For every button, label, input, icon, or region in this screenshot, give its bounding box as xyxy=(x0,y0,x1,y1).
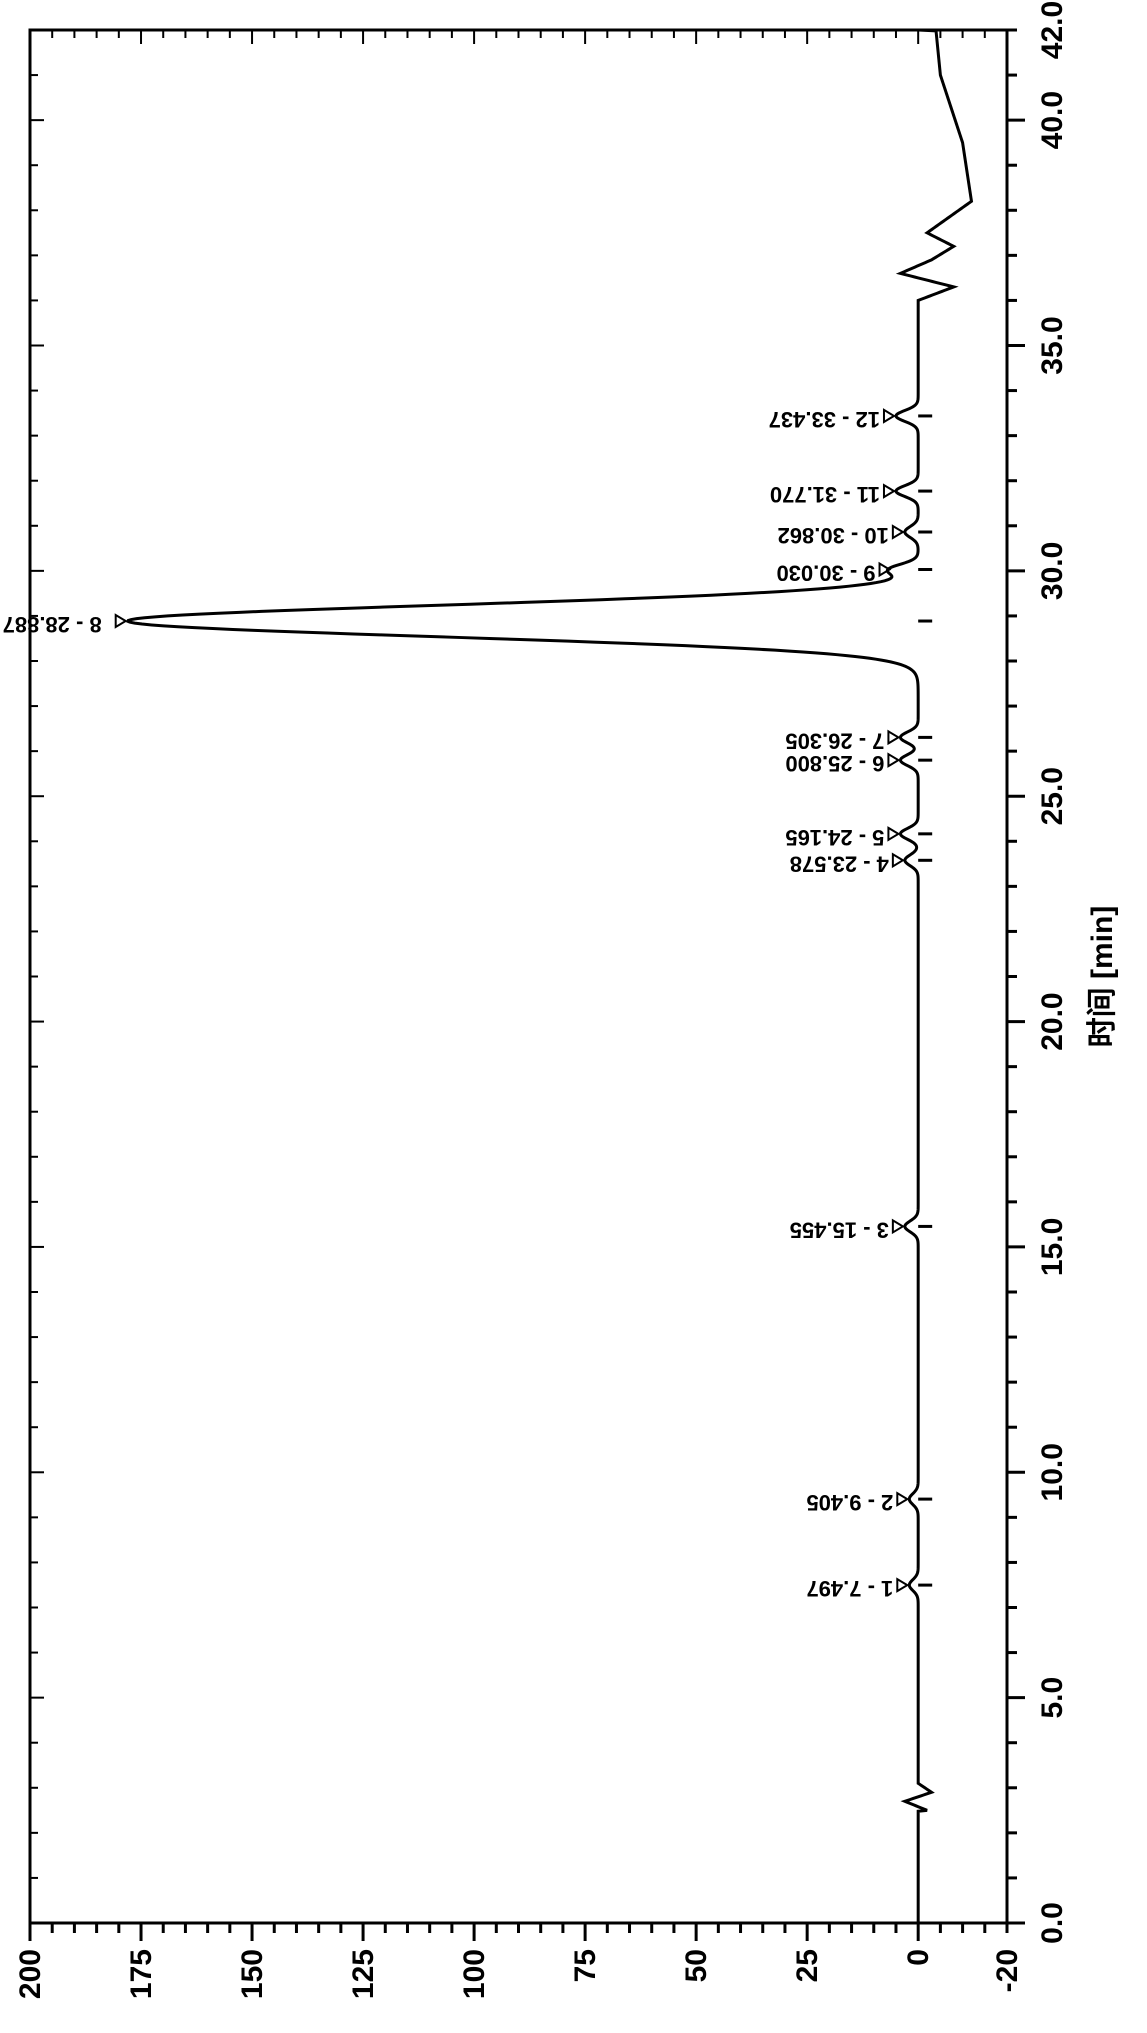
x-axis-label: 时间 [min] xyxy=(1086,906,1119,1048)
peak-apex-icon xyxy=(893,1220,903,1232)
peak-label-group: 6 - 25.800 xyxy=(785,751,884,776)
y-tick-label: 175 xyxy=(125,1949,158,1999)
peak-label: 8 - 28.887 xyxy=(3,612,102,637)
x-tick-label: 35.0 xyxy=(1036,316,1069,374)
y-tick-label: 150 xyxy=(236,1949,269,1999)
peak-label-group: 8 - 28.887 xyxy=(3,612,102,637)
peak-label: 2 - 9.405 xyxy=(806,1490,893,1515)
peak-apex-icon xyxy=(884,485,894,497)
peak-label-group: 4 - 23.578 xyxy=(790,851,889,876)
peak-apex-icon xyxy=(888,828,898,840)
peak-apex-icon xyxy=(888,754,898,766)
peak-label-group: 3 - 15.455 xyxy=(790,1217,889,1242)
y-tick-label: 125 xyxy=(347,1949,380,1999)
peak-apex-icon xyxy=(888,731,898,743)
x-tick-label: 0.0 xyxy=(1036,1902,1069,1944)
peak-label-group: 1 - 7.497 xyxy=(806,1576,893,1601)
x-tick-label: 40.0 xyxy=(1036,91,1069,149)
peak-label: 5 - 24.165 xyxy=(785,825,884,850)
x-tick-label: 42.0 xyxy=(1036,1,1069,59)
peak-label: 4 - 23.578 xyxy=(790,851,889,876)
chromatogram-svg: 0.0 5.0 10.0 15.0 20.0 25.0 30.0 35.0 40.0 42.0 时间… xyxy=(0,0,1147,2033)
x-tick-label: 15.0 xyxy=(1036,1218,1069,1276)
peak-label: 9 - 30.030 xyxy=(776,561,875,586)
peak-label: 7 - 26.305 xyxy=(785,728,884,753)
plot-border xyxy=(30,30,1007,1923)
x-tick-label: 10.0 xyxy=(1036,1443,1069,1501)
peak-label-group: 10 - 30.862 xyxy=(778,523,889,548)
y-tick-label: 25 xyxy=(791,1949,824,1982)
peak-apex-icon xyxy=(897,1493,907,1505)
peak-label: 12 - 33.437 xyxy=(769,407,880,432)
peak-label-group: 9 - 30.030 xyxy=(776,561,875,586)
peak-label: 1 - 7.497 xyxy=(806,1576,893,1601)
y-tick-label: 0 xyxy=(902,1949,935,1966)
peak-label-group: 7 - 26.305 xyxy=(785,728,884,753)
x-tick-label: 20.0 xyxy=(1036,992,1069,1050)
peak-apex-icon xyxy=(884,410,894,422)
peak-label: 6 - 25.800 xyxy=(785,751,884,776)
x-tick-label: 25.0 xyxy=(1036,767,1069,825)
y-tick-label: 75 xyxy=(569,1949,602,1982)
peak-apex-icon xyxy=(893,854,903,866)
y-tick-label: 100 xyxy=(458,1949,491,1999)
y-tick-label: 50 xyxy=(680,1949,713,1982)
chromatogram-figure: 0.0 5.0 10.0 15.0 20.0 25.0 30.0 35.0 40.0 42.0 时间… xyxy=(0,0,1147,2033)
peak-apex-icon xyxy=(116,615,126,627)
peak-label-group: 11 - 31.770 xyxy=(770,482,880,507)
y-tick-label: -20 xyxy=(991,1949,1024,1992)
y-tick-label: 200 xyxy=(14,1949,47,1999)
peak-label-group: 5 - 24.165 xyxy=(785,825,884,850)
peak-apex-icon xyxy=(897,1579,907,1591)
peak-label-group: 12 - 33.437 xyxy=(769,407,880,432)
peak-label: 11 - 31.770 xyxy=(770,482,880,507)
peak-label: 3 - 15.455 xyxy=(790,1217,889,1242)
x-tick-label: 5.0 xyxy=(1036,1677,1069,1719)
peak-label: 10 - 30.862 xyxy=(778,523,889,548)
signal-trace xyxy=(128,30,972,1923)
x-tick-label: 30.0 xyxy=(1036,542,1069,600)
peak-label-group: 2 - 9.405 xyxy=(806,1490,893,1515)
peak-apex-icon xyxy=(893,526,903,538)
